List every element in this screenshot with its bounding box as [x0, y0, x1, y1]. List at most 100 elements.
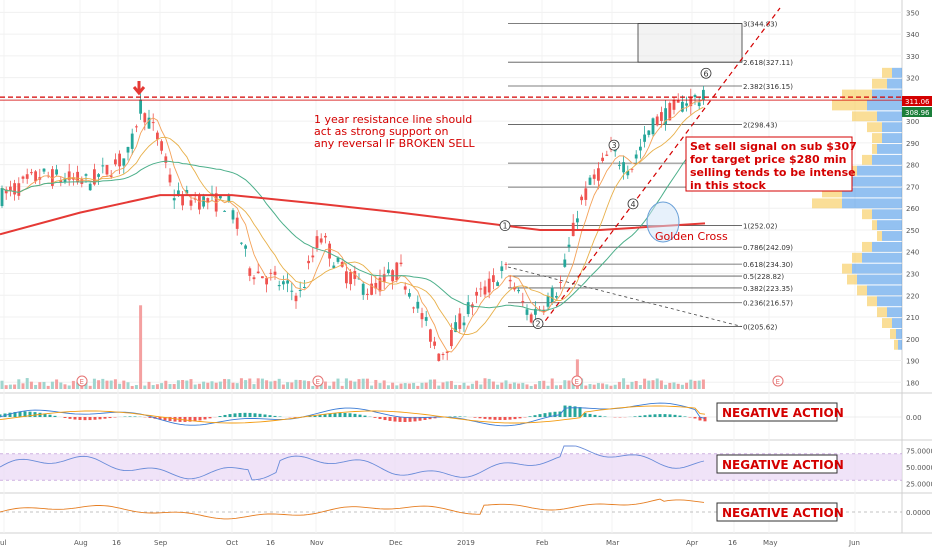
- volume-bar: [697, 380, 701, 389]
- sell-signal-line-1: Set sell signal on sub $307: [690, 140, 857, 153]
- macd-histogram-bar: [228, 414, 232, 417]
- volume-bar: [433, 379, 437, 389]
- candle-body: [202, 196, 205, 207]
- volume-bar: [361, 378, 365, 389]
- volume-bar: [504, 380, 508, 389]
- volume-bar: [311, 385, 315, 389]
- candle-body: [227, 194, 231, 202]
- macd-histogram-bar: [88, 417, 92, 421]
- volume-bar: [647, 380, 651, 389]
- fib-level-label: 0.786(242.09): [743, 244, 793, 252]
- volume-profile-bar: [877, 296, 902, 307]
- macd-histogram-bar: [493, 417, 497, 420]
- x-tick-label: Apr: [686, 539, 698, 547]
- volume-bar: [357, 379, 361, 389]
- candle-body: [30, 172, 33, 174]
- volume-profile-bar: [887, 307, 902, 318]
- volume-profile-bar: [872, 241, 902, 252]
- candle-body: [660, 112, 663, 121]
- x-tick-label: ul: [0, 539, 6, 547]
- candle-body: [319, 238, 323, 243]
- fib-level-label: 2(298.43): [743, 122, 778, 130]
- volume-bar: [118, 383, 122, 389]
- macd-histogram-bar: [698, 417, 702, 421]
- volume-bar: [223, 378, 227, 389]
- volume-bar: [643, 378, 647, 389]
- macd-histogram-bar: [668, 414, 672, 417]
- macd-histogram-bar: [683, 416, 687, 417]
- volume-bar: [151, 385, 155, 389]
- volume-bar: [479, 384, 483, 389]
- earnings-marker-label: E: [80, 378, 84, 386]
- macd-histogram-bar: [398, 417, 402, 422]
- candle-body: [235, 217, 239, 229]
- volume-bar: [130, 385, 134, 389]
- macd-histogram-bar: [693, 417, 697, 419]
- volume-bar: [601, 383, 605, 389]
- macd-histogram-bar: [393, 417, 397, 422]
- candle-body: [668, 103, 672, 121]
- volume-bar: [139, 305, 143, 389]
- volume-bar: [672, 382, 676, 389]
- candle-body: [529, 314, 533, 323]
- candle-body: [399, 262, 403, 265]
- volume-profile-bar: [882, 231, 902, 241]
- candle-body: [252, 277, 256, 280]
- volume-bar: [437, 385, 441, 389]
- candle-body: [634, 154, 638, 159]
- volume-profile-bar: [852, 263, 902, 274]
- volume-bar: [328, 385, 332, 389]
- macd-histogram-bar: [568, 405, 572, 417]
- volume-bar: [655, 378, 659, 389]
- fib-level-label: 0.618(234.30): [743, 261, 793, 269]
- volume-bar: [172, 384, 176, 389]
- volume-bar: [239, 378, 243, 389]
- macd-histogram-bar: [673, 414, 677, 417]
- macd-histogram-bar: [188, 417, 192, 422]
- volume-bar: [374, 379, 378, 389]
- candle-body: [403, 286, 407, 290]
- volume-bar: [235, 383, 239, 389]
- candle-body: [576, 218, 579, 223]
- macd-histogram-bar: [423, 417, 427, 420]
- volume-bar: [638, 384, 642, 389]
- macd-histogram-bar: [403, 417, 407, 423]
- macd-histogram-bar: [498, 417, 502, 421]
- macd-histogram-bar: [653, 414, 657, 417]
- volume-bar: [92, 378, 96, 389]
- resistance-note-line-1: 1 year resistance line should: [314, 113, 472, 126]
- macd-histogram-bar: [678, 415, 682, 417]
- volume-bar: [273, 380, 277, 389]
- macd-histogram-bar: [478, 417, 482, 419]
- macd-histogram-bar: [373, 417, 377, 418]
- candle-body: [122, 158, 126, 166]
- y-tick-label: 220: [906, 292, 919, 300]
- volume-bar: [67, 385, 71, 389]
- volume-bar: [554, 385, 558, 389]
- candle-body: [290, 290, 294, 292]
- volume-profile-bar: [822, 187, 842, 198]
- wave-label-marker: [608, 139, 620, 151]
- candle-body: [105, 164, 109, 175]
- candle-body: [168, 174, 172, 183]
- candle-body: [702, 89, 705, 101]
- macd-histogram-bar: [133, 416, 137, 417]
- volume-bar: [202, 381, 206, 389]
- macd-histogram-bar: [43, 413, 47, 417]
- volume-bar: [622, 378, 626, 389]
- candle-body: [588, 177, 592, 185]
- volume-bar: [126, 382, 130, 389]
- macd-histogram-bar: [108, 417, 112, 419]
- macd-histogram-bar: [578, 407, 582, 417]
- candle-body: [193, 198, 197, 200]
- rsi-line: [0, 445, 705, 481]
- candle-body: [286, 280, 289, 284]
- candle-body: [315, 236, 319, 248]
- macd-histogram-bar: [513, 417, 517, 420]
- candle-body: [618, 164, 621, 166]
- candle-body: [601, 157, 604, 161]
- macd-histogram-bar: [518, 417, 522, 419]
- candle-body: [605, 154, 609, 156]
- volume-profile-bar: [842, 263, 852, 274]
- volume-bar: [596, 383, 600, 389]
